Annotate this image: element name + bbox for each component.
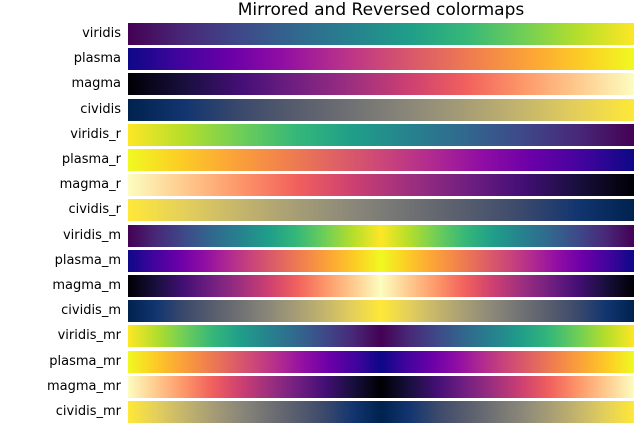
tick-label-viridis-r: viridis_r xyxy=(70,126,121,142)
tick-label-magma-m: magma_m xyxy=(52,278,121,293)
colormap-bar-viridis xyxy=(128,23,634,45)
colormap-bar-magma-r xyxy=(128,174,634,197)
colormap-bar-plasma xyxy=(128,48,634,71)
tick-label-viridis: viridis xyxy=(82,26,121,41)
tick-label-viridis-mr: viridis_mr xyxy=(57,328,121,344)
tick-label-plasma-m: plasma_m xyxy=(54,252,121,268)
tick-label-cividis-r: cividis_r xyxy=(68,202,121,218)
tick-label-magma-mr: magma_mr xyxy=(46,378,121,394)
tick-label-cividis-m: cividis_m xyxy=(61,303,121,319)
colormap-bar-plasma-r xyxy=(128,149,634,171)
colormap-bar-viridis-m xyxy=(128,224,634,247)
colormap-bar-magma-m xyxy=(128,275,634,297)
tick-label-magma-r: magma_r xyxy=(59,177,121,193)
colormap-bar-magma xyxy=(128,73,634,96)
colormap-bar-viridis-mr xyxy=(128,325,634,348)
colormap-bar-plasma-mr xyxy=(128,350,634,373)
colormap-bar-cividis-m xyxy=(128,300,634,323)
tick-label-plasma: plasma xyxy=(73,51,121,67)
tick-label-cividis-mr: cividis_mr xyxy=(55,404,121,419)
tick-label-cividis: cividis xyxy=(80,101,121,117)
tick-label-plasma-r: plasma_r xyxy=(61,152,121,167)
tick-label-magma: magma xyxy=(71,76,121,92)
tick-label-viridis-m: viridis_m xyxy=(62,227,121,243)
colormap-bar-cividis xyxy=(128,98,634,121)
colormap-bar-cividis-mr xyxy=(128,401,634,423)
colormap-bar-cividis-r xyxy=(128,199,634,222)
colormap-bar-plasma-m xyxy=(128,249,634,272)
chart-title: Mirrored and Reversed colormaps xyxy=(237,0,525,20)
colormap-bar-magma-mr xyxy=(128,375,634,398)
tick-label-plasma-mr: plasma_mr xyxy=(49,353,121,369)
colormap-bar-viridis-r xyxy=(128,123,634,146)
